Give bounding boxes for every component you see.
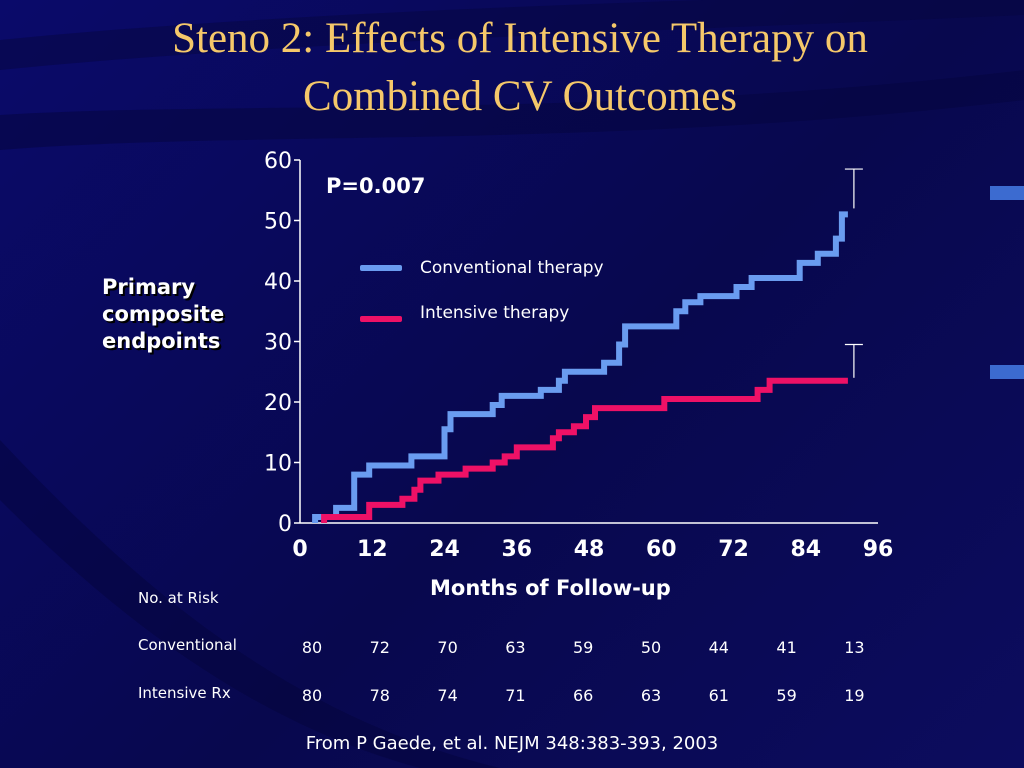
accent-bar xyxy=(990,365,1024,379)
risk-table-cell: 50 xyxy=(640,638,662,657)
x-tick-label: 12 xyxy=(357,537,388,562)
x-tick-label: 24 xyxy=(429,537,460,562)
risk-table-cell: 80 xyxy=(301,638,323,657)
y-tick-label: 60 xyxy=(264,149,292,174)
title-line-2: Combined CV Outcomes xyxy=(303,73,737,120)
x-tick-label: 36 xyxy=(501,537,532,562)
legend-swatch-conventional xyxy=(360,265,402,271)
y-tick-label: 10 xyxy=(264,452,292,477)
y-tick-label: 30 xyxy=(264,331,292,356)
y-tick-label: 40 xyxy=(264,270,292,295)
source-citation: From P Gaede, et al. NEJM 348:383-393, 2… xyxy=(305,733,719,754)
risk-table-cell: 71 xyxy=(505,686,526,705)
series-line-1 xyxy=(321,377,848,523)
risk-table-header: No. at Risk xyxy=(138,589,219,607)
risk-table-cell: 72 xyxy=(369,638,390,657)
x-tick-label: 72 xyxy=(718,537,749,562)
risk-table-cell: 41 xyxy=(776,638,797,657)
legend-label-intensive: Intensive therapy xyxy=(420,303,570,323)
risk-table-cell: 63 xyxy=(505,638,526,657)
risk-table-cell: 70 xyxy=(437,638,458,657)
x-axis-title: Months of Follow-up xyxy=(430,576,671,600)
accent-bar xyxy=(990,186,1024,200)
y-axis-title: Primary composite endpoints xyxy=(102,274,224,355)
risk-table-cell: 63 xyxy=(640,686,662,705)
risk-table-cell: 59 xyxy=(776,686,797,705)
risk-table-cell: 44 xyxy=(708,638,729,657)
risk-table-cell: 59 xyxy=(573,638,594,657)
x-tick-label: 0 xyxy=(292,537,307,562)
legend-swatch-intensive xyxy=(360,316,402,322)
title-line-1: Steno 2: Effects of Intensive Therapy on xyxy=(172,15,868,62)
x-tick-label: 48 xyxy=(574,537,605,562)
page-title: Steno 2: Effects of Intensive Therapy on… xyxy=(40,10,1000,126)
y-axis-title-line: composite xyxy=(102,302,225,326)
series-line-0 xyxy=(312,211,848,523)
y-tick-label: 20 xyxy=(264,391,292,416)
x-tick-label: 60 xyxy=(646,537,677,562)
y-axis-title-line: endpoints xyxy=(102,329,221,353)
risk-table-cell: 78 xyxy=(369,686,390,705)
legend-label-conventional: Conventional therapy xyxy=(420,258,604,278)
risk-table-cell: 13 xyxy=(844,638,865,657)
risk-table-cell: 61 xyxy=(708,686,729,705)
risk-table-cell: 66 xyxy=(573,686,594,705)
x-tick-label: 96 xyxy=(863,537,894,562)
y-axis-title-line: Primary xyxy=(102,275,196,299)
risk-row-label-conventional: Conventional xyxy=(138,636,237,654)
risk-table-cell: 74 xyxy=(437,686,458,705)
risk-table-cell: 19 xyxy=(844,686,865,705)
risk-table-cell: 80 xyxy=(301,686,323,705)
y-tick-label: 0 xyxy=(278,512,292,537)
p-value-annotation: P=0.007 xyxy=(326,174,426,198)
risk-row-label-intensive: Intensive Rx xyxy=(138,684,231,702)
y-tick-label: 50 xyxy=(264,210,292,235)
x-tick-label: 84 xyxy=(790,537,821,562)
